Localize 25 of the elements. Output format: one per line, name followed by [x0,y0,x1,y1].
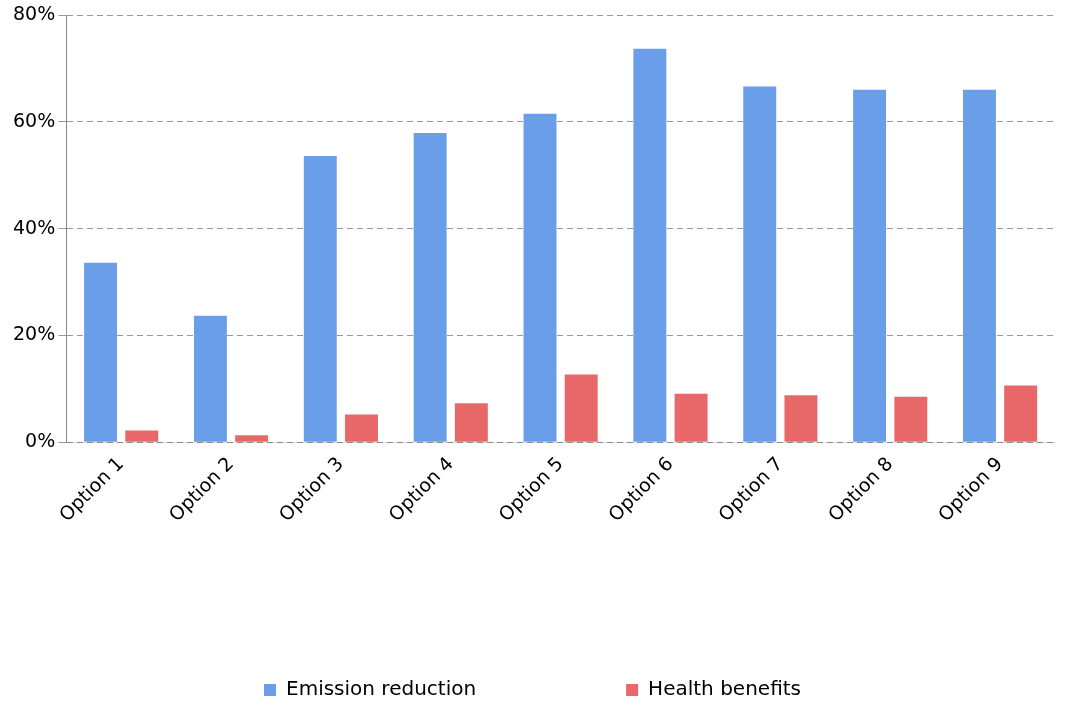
y-tick-label: 80% [13,1,56,24]
bar [784,395,818,442]
bar [454,403,488,442]
bar [413,133,447,442]
bar [235,435,269,442]
y-tick-label: 20% [13,322,56,345]
bar [962,89,996,442]
bar [193,315,227,442]
legend-label: Emission reduction [286,676,477,701]
bar [674,393,708,442]
bar [84,262,118,442]
bar [894,396,928,442]
bar [633,48,667,442]
bar [125,430,159,442]
y-tick-label: 60% [13,108,56,131]
bar [303,155,337,442]
y-tick-label: 40% [13,215,56,238]
bar [345,414,378,442]
bar [743,86,777,442]
bar [564,374,598,442]
bar [1004,385,1038,442]
y-tick-label: 0% [25,429,56,452]
bar [523,113,557,442]
legend-label: Health benefits [648,676,801,701]
bar [853,89,887,442]
